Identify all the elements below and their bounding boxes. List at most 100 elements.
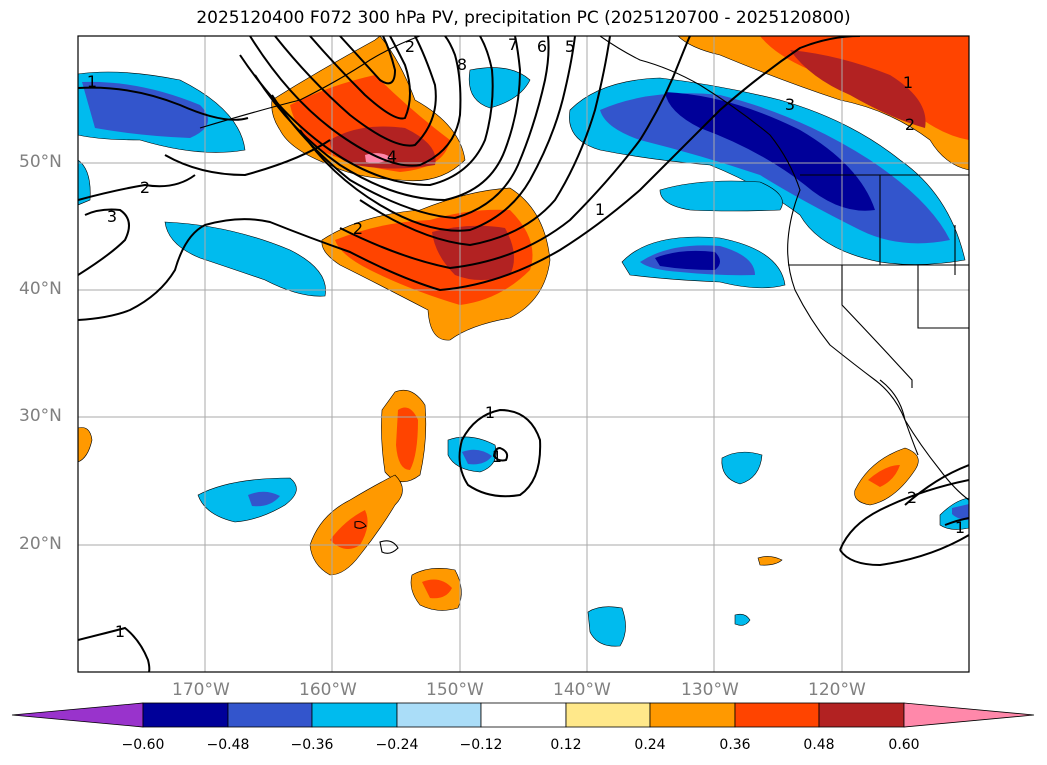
- pv-contour: [904, 464, 969, 506]
- colorbar-extend-low: [11, 702, 144, 728]
- pv-contours: [78, 36, 969, 672]
- hawaii-island: [354, 520, 367, 529]
- contour-label: 1: [492, 447, 502, 466]
- colorbar-label: −0.12: [459, 737, 503, 753]
- colorbar-label: −0.60: [121, 737, 165, 753]
- precip-neg-region: [468, 67, 531, 109]
- colorbar-swatch: [311, 702, 398, 728]
- precip-pos-core: [868, 465, 900, 487]
- precip-pos-core: [422, 579, 452, 599]
- precip-neg-core: [655, 250, 720, 270]
- precip-pos-core: [330, 510, 368, 549]
- pv-contour: [254, 36, 522, 202]
- precip-neg-region: [197, 477, 297, 523]
- pv-contour: [271, 36, 550, 220]
- precip-pos-core: [396, 407, 418, 470]
- pv-contour: [359, 36, 611, 247]
- pv-contour: [78, 36, 861, 321]
- precip-neg-region: [587, 606, 626, 647]
- colorbar-label: 0.24: [634, 737, 666, 753]
- precip-pos-core: [330, 126, 436, 169]
- aleutian-islands: [199, 36, 421, 129]
- coastlines: [199, 36, 969, 554]
- map-frame: [77, 35, 970, 673]
- contour-label: 6: [537, 37, 547, 56]
- pv-contour: [78, 174, 196, 201]
- contour-label: 3: [785, 95, 795, 114]
- colorbar-swatch: [227, 702, 313, 728]
- colorbar-swatch: [480, 702, 567, 728]
- pv-contour: [78, 208, 130, 276]
- colorbar-label: −0.24: [375, 737, 419, 753]
- lon-label-130w: 130°W: [681, 680, 739, 700]
- contour-label: 5: [565, 37, 575, 56]
- pv-contour: [299, 36, 576, 232]
- pv-contour: [274, 36, 437, 147]
- contour-label: 2: [353, 219, 363, 238]
- lon-label-120w: 120°W: [808, 680, 866, 700]
- lat-label-30n: 30°N: [19, 406, 62, 426]
- colorbar-label: 0.60: [888, 737, 920, 753]
- colorbar-swatch: [565, 702, 651, 728]
- precip-pos-region: [78, 427, 93, 463]
- pv-contour: [78, 626, 151, 672]
- pv-contour: [839, 534, 969, 567]
- contour-labels: 1 2 3 4 5 6 7 8 1 2 1 1 2 1 2 3 1 2 1 2 …: [87, 35, 965, 641]
- precip-neg-core: [82, 81, 208, 138]
- contour-label: 1: [955, 518, 965, 537]
- contour-label: 1: [485, 403, 495, 422]
- colorbar-swatch: [142, 702, 229, 728]
- baja-california: [879, 379, 919, 456]
- colorbar-swatch: [818, 702, 905, 728]
- precip-neg-region: [659, 180, 783, 212]
- colorbar-label: 0.36: [719, 737, 751, 753]
- contour-label: 2: [907, 488, 917, 507]
- precip-neg-region: [734, 613, 751, 626]
- precip-pos-region: [757, 556, 783, 566]
- pv-contour: [839, 479, 969, 551]
- pv-contour: [164, 139, 331, 177]
- lon-label-170w: 170°W: [172, 680, 230, 700]
- precip-pos-core: [790, 50, 926, 128]
- colorbar-swatch: [396, 702, 482, 728]
- map-title: 2025120400 F072 300 hPa PV, precipitatio…: [196, 8, 851, 28]
- colorbar: [11, 702, 1035, 728]
- pv-contour: [239, 36, 494, 187]
- pv-contour: [944, 517, 969, 526]
- colorbar-swatch: [649, 702, 736, 728]
- contour-label: 2: [905, 115, 915, 134]
- pv-contour: [458, 408, 542, 498]
- pv-contour: [309, 36, 411, 120]
- colorbar-label: 0.48: [803, 737, 835, 753]
- contour-label: 1: [115, 622, 125, 641]
- contour-label: 4: [387, 147, 397, 166]
- pv-contour: [78, 86, 249, 121]
- colorbar-label: 0.12: [550, 737, 582, 753]
- lat-label-20n: 20°N: [19, 534, 62, 554]
- precip-neg-core: [248, 491, 280, 507]
- contour-label: 8: [457, 55, 467, 74]
- precip-neg-core: [952, 504, 969, 520]
- contour-label: 2: [140, 178, 150, 197]
- lat-label-40n: 40°N: [19, 279, 62, 299]
- colorbar-extend-high: [903, 702, 1035, 728]
- colorbar-label: −0.36: [290, 737, 334, 753]
- graticule: [78, 36, 969, 672]
- state-border: [841, 265, 913, 388]
- contour-label: 2: [405, 37, 415, 56]
- hawaii-island: [379, 540, 399, 554]
- contour-label: 1: [87, 72, 97, 91]
- lon-label-150w: 150°W: [426, 680, 484, 700]
- lon-label-160w: 160°W: [299, 680, 357, 700]
- contour-label: 7: [508, 35, 518, 54]
- pv-contour: [249, 36, 462, 167]
- precip-neg-core: [665, 92, 875, 211]
- precip-neg-core: [462, 449, 492, 465]
- contour-label: 1: [903, 73, 913, 92]
- map-plot-area: 1 2 3 4 5 6 7 8 1 2 1 1 2 1 2 3 1 2 1 2 …: [78, 35, 969, 672]
- pv-contour: [339, 36, 691, 270]
- state-border: [917, 265, 969, 329]
- lon-label-140w: 140°W: [553, 680, 611, 700]
- precip-neg-region: [721, 451, 763, 485]
